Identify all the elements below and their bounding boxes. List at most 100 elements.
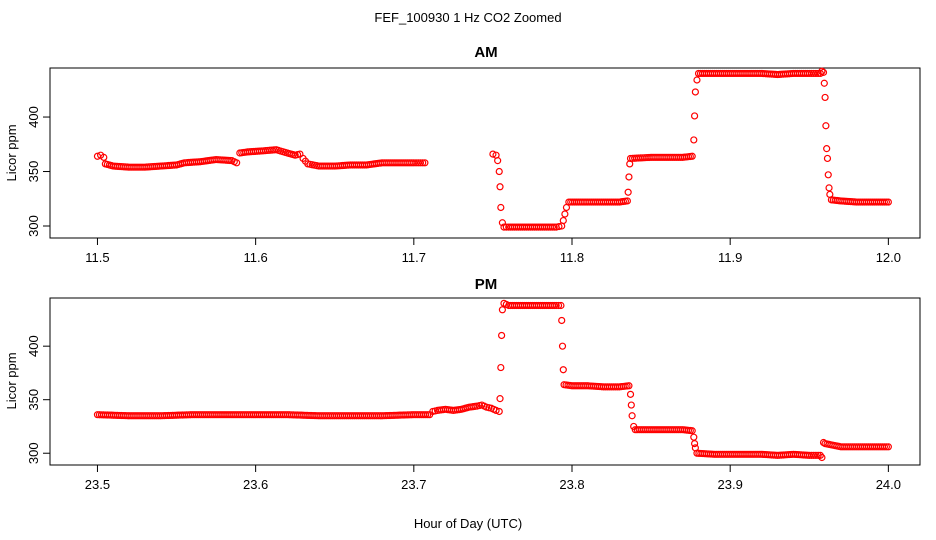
data-point (625, 382, 633, 390)
data-point (558, 342, 567, 350)
data-point (810, 69, 818, 78)
panel-pm-xaxis: 23.5 23.6 23.7 23.8 23.9 24.0 (85, 464, 901, 492)
data-point (810, 451, 818, 459)
data-point (559, 366, 567, 374)
data-point (416, 159, 425, 167)
data-point (690, 112, 699, 120)
data-point (495, 407, 503, 416)
data-point (421, 159, 429, 167)
data-point (807, 69, 816, 78)
data-point (820, 79, 828, 87)
data-point (812, 69, 820, 78)
data-point (819, 68, 828, 76)
data-point (555, 222, 563, 231)
data-point (822, 122, 830, 130)
data-point (500, 223, 508, 231)
data-point (495, 167, 503, 176)
panel-am-xtick-label: 12.0 (876, 250, 901, 265)
figure-xlabel: Hour of Day (UTC) (414, 516, 522, 531)
data-point (690, 439, 699, 448)
data-point (498, 306, 506, 314)
data-point (807, 451, 816, 459)
panel-am-plot-area (49, 67, 921, 239)
panel-pm-yaxis: 300 350 400 (26, 335, 51, 464)
data-point (494, 157, 502, 165)
panel-am-xaxis: 11.5 11.6 11.7 11.8 11.9 12.0 (85, 237, 901, 265)
panel-am: AM Licor ppm 11.5 11.6 11.7 11.8 11.9 12.0 30… (4, 44, 921, 265)
data-point (233, 159, 241, 167)
data-point (818, 67, 826, 75)
panel-am-xtick-label: 11.9 (718, 250, 742, 265)
panel-pm-plot-area (49, 297, 921, 466)
data-point (559, 216, 567, 225)
panel-am-ytick-label: 400 (26, 106, 41, 128)
data-point (690, 136, 698, 144)
data-point (414, 159, 422, 167)
data-point (497, 203, 505, 212)
panel-am-title: AM (474, 44, 497, 61)
data-point (554, 301, 563, 310)
panel-pm-xtick-label: 23.7 (401, 477, 426, 492)
data-point (823, 145, 831, 153)
data-point (492, 406, 500, 415)
panel-pm-xtick-label: 23.6 (243, 477, 268, 492)
data-point (623, 197, 631, 205)
data-point (496, 395, 504, 403)
data-point (552, 301, 560, 310)
panel-am-ytick-label: 300 (26, 215, 41, 237)
data-point (884, 198, 892, 206)
panel-pm-xtick-label: 23.8 (559, 477, 584, 492)
data-point (558, 316, 566, 325)
panel-pm-title: PM (475, 276, 498, 293)
data-point (805, 451, 813, 459)
panel-pm-points (93, 299, 892, 462)
data-point (489, 150, 497, 158)
data-point (626, 390, 635, 398)
data-point (498, 331, 506, 340)
panel-am-points (93, 67, 892, 231)
data-point (624, 188, 632, 196)
data-point (412, 159, 420, 167)
data-point (823, 154, 832, 163)
data-point (688, 152, 696, 160)
data-point (497, 363, 505, 372)
data-point (419, 159, 427, 167)
panel-pm-ytick-label: 350 (26, 389, 41, 411)
panel-am-xtick-label: 11.5 (85, 250, 109, 265)
panel-am-ylabel: Licor ppm (4, 124, 19, 181)
data-point (805, 69, 813, 78)
data-point (824, 171, 832, 179)
panel-pm-ytick-label: 300 (26, 442, 41, 464)
data-point (691, 88, 699, 96)
panel-am-xtick-label: 11.8 (560, 250, 584, 265)
data-point (561, 210, 569, 218)
data-point (690, 433, 698, 441)
panel-pm-xtick-label: 23.9 (718, 477, 743, 492)
data-point (628, 412, 636, 420)
panel-pm-xtick-label: 23.5 (85, 477, 110, 492)
data-point (498, 219, 506, 227)
panel-pm-xtick-label: 24.0 (876, 477, 901, 492)
data-point (812, 451, 820, 459)
data-point (496, 183, 504, 191)
data-point (884, 443, 892, 451)
panel-am-yaxis: 300 350 400 (26, 106, 51, 237)
data-point (814, 451, 822, 459)
data-point (100, 153, 108, 161)
data-point (821, 93, 829, 102)
data-point (627, 401, 635, 409)
panel-pm: PM Licor ppm 23.5 23.6 23.7 23.8 23.9 24.0 30… (4, 276, 921, 492)
data-point (688, 427, 696, 435)
panel-pm-ylabel: Licor ppm (4, 352, 19, 409)
panel-am-ytick-label: 350 (26, 161, 41, 183)
data-point (410, 159, 418, 167)
figure-title: FEF_100930 1 Hz CO2 Zoomed (374, 10, 561, 25)
data-point (818, 453, 826, 462)
panel-am-xtick-label: 11.6 (243, 250, 267, 265)
data-point (825, 184, 833, 192)
data-point (557, 301, 565, 310)
panel-am-xtick-label: 11.7 (402, 250, 426, 265)
data-point (693, 76, 701, 84)
panel-pm-ytick-label: 400 (26, 335, 41, 357)
